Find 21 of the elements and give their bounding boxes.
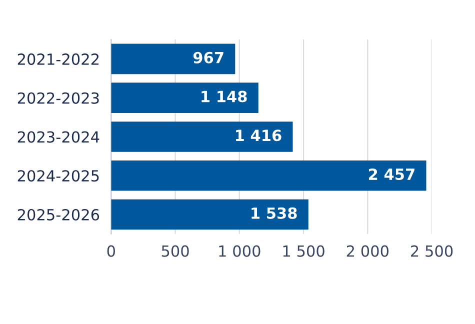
y-tick-label: 2025-2026 [18, 208, 100, 221]
bar [111, 122, 293, 152]
x-tick-label: 500 [162, 245, 189, 257]
y-tick-label: 2023-2024 [18, 131, 100, 143]
x-tick-label: 1 500 [283, 245, 324, 257]
x-tick-label: 1 000 [219, 245, 260, 257]
bar [111, 44, 236, 74]
bar [111, 82, 258, 114]
data-label: 1 148 [202, 90, 247, 102]
y-tick-label: 2022-2023 [18, 92, 99, 104]
y-tick-label: 2024-2025 [18, 170, 99, 182]
x-tick-label: 2 500 [411, 245, 453, 257]
data-label: 1 538 [252, 207, 297, 219]
bar [111, 160, 426, 191]
x-tick-label: 2 000 [346, 245, 389, 257]
data-label: 1 416 [236, 130, 282, 142]
bar [111, 199, 308, 230]
data-label: 2 457 [368, 168, 414, 180]
x-tick-label: 0 [107, 245, 115, 257]
y-tick-label: 2021-2022 [18, 53, 99, 65]
data-label: 967 [193, 52, 224, 64]
